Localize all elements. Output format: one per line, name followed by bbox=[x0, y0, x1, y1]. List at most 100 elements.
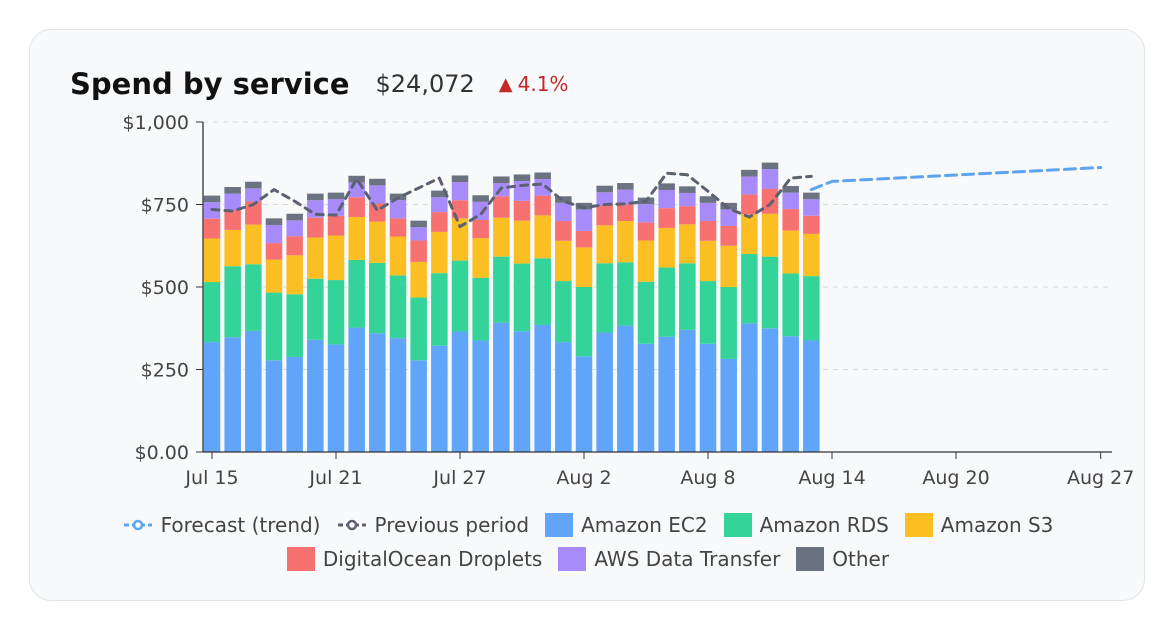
chart-title: Spend by service bbox=[70, 67, 350, 101]
legend-item[interactable]: Other bbox=[796, 546, 889, 572]
bar-segment bbox=[410, 240, 427, 262]
bar-segment bbox=[286, 220, 303, 237]
x-tick-label: Aug 14 bbox=[798, 467, 865, 489]
bar-segment bbox=[245, 201, 262, 225]
legend-swatch bbox=[796, 547, 825, 571]
bar-segment bbox=[431, 273, 448, 346]
bar-segment bbox=[307, 339, 324, 452]
bar-segment bbox=[617, 189, 634, 205]
bar-segment bbox=[348, 197, 365, 218]
y-tick-label: $1,000 bbox=[123, 112, 189, 134]
overlay-line bbox=[210, 171, 813, 229]
bar-segment bbox=[575, 230, 593, 248]
bar-segment bbox=[245, 181, 262, 189]
bar-segment bbox=[348, 217, 365, 260]
legend-label: Forecast (trend) bbox=[160, 513, 321, 537]
bar-segment bbox=[555, 202, 572, 221]
bar-segment bbox=[596, 185, 613, 193]
bar-segment bbox=[720, 358, 737, 452]
bar-segment bbox=[493, 196, 510, 218]
bar-segment bbox=[555, 196, 572, 203]
y-tick-label: $250 bbox=[141, 360, 189, 382]
bar-segment bbox=[369, 262, 386, 334]
bar-segment bbox=[431, 197, 448, 213]
x-tick-label: Aug 8 bbox=[680, 467, 735, 489]
bar-segment bbox=[699, 202, 717, 221]
bar-segment bbox=[327, 235, 345, 281]
bar-segment bbox=[389, 218, 407, 237]
bar-segment bbox=[224, 229, 241, 267]
bar-segment bbox=[761, 169, 779, 189]
bar-segment bbox=[265, 360, 283, 452]
bar-segment bbox=[410, 220, 427, 228]
bar-segment bbox=[596, 205, 613, 226]
legend-label: Previous period bbox=[374, 513, 530, 537]
legend-item[interactable]: Previous period bbox=[337, 512, 530, 538]
bar-segment bbox=[348, 175, 365, 183]
bar-segment bbox=[369, 185, 386, 204]
bar-segment bbox=[472, 238, 489, 278]
bar-segment bbox=[451, 175, 469, 183]
bar-segment bbox=[327, 280, 345, 345]
bar-segment bbox=[761, 328, 779, 452]
legend-item[interactable]: Amazon EC2 bbox=[545, 512, 708, 538]
bar-segment bbox=[224, 266, 241, 338]
bar-segment bbox=[761, 188, 779, 214]
bar-segment bbox=[658, 267, 675, 337]
bar-segment bbox=[203, 282, 221, 343]
chart-header: Spend by service $24,072 ▲ 4.1% bbox=[70, 62, 568, 106]
legend-item[interactable]: Amazon RDS bbox=[723, 512, 889, 538]
legend-item[interactable]: Amazon S3 bbox=[904, 512, 1053, 538]
bar-segment bbox=[658, 208, 675, 228]
bar-segment bbox=[679, 263, 696, 330]
bar-segment bbox=[534, 258, 551, 325]
bar-segment bbox=[637, 343, 655, 452]
bar-segment bbox=[286, 236, 303, 256]
legend-swatch bbox=[286, 547, 315, 571]
x-tick-label: Aug 20 bbox=[922, 467, 989, 489]
legend-label: Other bbox=[832, 547, 890, 571]
bar-segment bbox=[224, 337, 241, 452]
y-tick-label: $750 bbox=[141, 195, 189, 217]
bar-segment bbox=[224, 210, 241, 230]
bar-segment bbox=[658, 336, 675, 452]
bar-segment bbox=[472, 195, 489, 202]
bar-segment bbox=[803, 233, 820, 277]
bar-segment bbox=[617, 183, 634, 190]
x-tick-label: Jul 15 bbox=[184, 467, 238, 489]
bar-segment bbox=[245, 188, 262, 202]
bar-segment bbox=[286, 255, 303, 295]
bar-segment bbox=[245, 264, 262, 331]
legend-item[interactable]: Forecast (trend) bbox=[123, 512, 321, 538]
bar-segment bbox=[741, 169, 758, 177]
bar-segment bbox=[720, 209, 737, 226]
bar-segment bbox=[741, 323, 758, 452]
bar-segment bbox=[265, 243, 283, 260]
bar-segment bbox=[741, 214, 758, 254]
bar-segment bbox=[451, 260, 469, 332]
bar-segment bbox=[617, 325, 634, 452]
bar-segment bbox=[286, 213, 303, 221]
bar-segment bbox=[658, 189, 675, 209]
bar-segment bbox=[617, 204, 634, 221]
bar-segment bbox=[575, 247, 593, 287]
bar-segment bbox=[203, 195, 221, 203]
bar-segment bbox=[720, 225, 737, 246]
bar-segment bbox=[389, 338, 407, 452]
legend-label: AWS Data Transfer bbox=[594, 547, 781, 571]
legend-item[interactable]: DigitalOcean Droplets bbox=[286, 546, 542, 572]
bar-segment bbox=[410, 227, 427, 241]
legend-item[interactable]: AWS Data Transfer bbox=[558, 546, 780, 572]
bar-segment bbox=[782, 192, 799, 210]
bar-segment bbox=[699, 240, 717, 282]
bar-segment bbox=[803, 340, 820, 452]
legend-label: Amazon RDS bbox=[759, 513, 889, 537]
bar-segment bbox=[720, 202, 737, 210]
bar-segment bbox=[451, 218, 469, 261]
bar-segment bbox=[782, 186, 799, 193]
bar-segment bbox=[327, 199, 345, 216]
bar-segment bbox=[637, 281, 655, 344]
y-tick-label: $500 bbox=[141, 277, 189, 299]
bar-segment bbox=[224, 193, 241, 211]
